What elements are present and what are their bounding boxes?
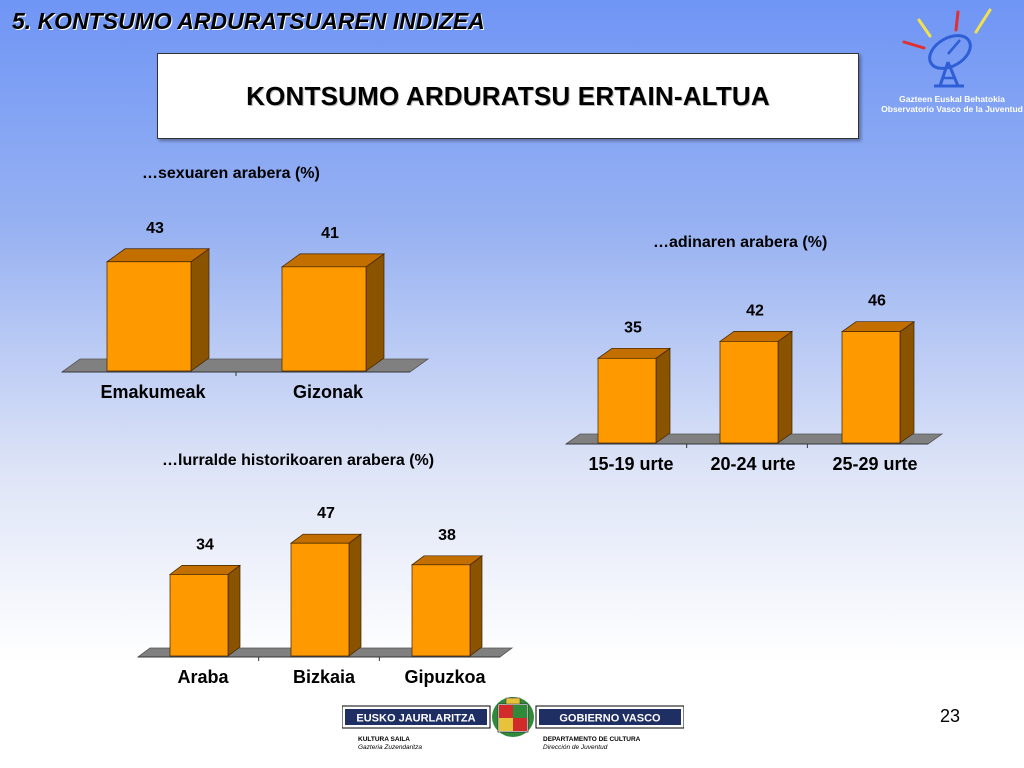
category-label: Bizkaia	[293, 667, 356, 687]
observatory-name-es: Observatorio Vasco de la Juventud	[881, 104, 1023, 114]
chart-by-sex: 43 Emakumeak 41 Gizonak	[60, 220, 430, 402]
bar	[106, 261, 192, 372]
chart2-subtitle: …adinaren arabera (%)	[653, 234, 828, 251]
bar	[281, 266, 367, 372]
bar-top	[410, 555, 484, 566]
data-label: 41	[321, 225, 339, 242]
data-label: 35	[624, 319, 642, 336]
chart-by-territory: 34 Araba 47 Bizkaia 38 Gipuzkoa	[136, 505, 514, 687]
bar	[290, 542, 350, 657]
gov-name-eu: EUSKO JAURLARITZA	[356, 713, 475, 725]
chart-by-age: 35 15-19 urte 42 20-24 urte 46 25-29 urte	[564, 293, 944, 474]
bar-side	[899, 320, 915, 444]
bar	[719, 341, 779, 444]
bar-side	[190, 248, 210, 372]
coat-of-arms-icon	[492, 697, 534, 737]
category-label: Emakumeak	[100, 382, 206, 402]
category-label: Gizonak	[293, 382, 364, 402]
gov-name-es: GOBIERNO VASCO	[559, 713, 661, 725]
chart-title: KONTSUMO ARDURATSU ERTAIN-ALTUA	[246, 80, 770, 111]
bar	[597, 357, 657, 444]
bar-side	[655, 347, 671, 444]
bar-top	[105, 248, 211, 263]
gov-dept-es: DEPARTAMENTO DE CULTURA Dirección de Juv…	[543, 736, 640, 752]
gov-dept-eu: KULTURA SAILA Gazteria Zuzendaritza	[358, 736, 422, 752]
bar	[411, 564, 471, 657]
gov-dept-es-sub: Dirección de Juventud	[543, 744, 608, 751]
data-label: 46	[868, 293, 886, 310]
chart1-subtitle: …sexuaren arabera (%)	[142, 165, 320, 182]
observatory-name-eu: Gazteen Euskal Behatokia	[899, 94, 1005, 104]
bar	[169, 574, 229, 657]
bar	[841, 331, 901, 444]
category-label: 25-29 urte	[832, 454, 917, 474]
chart-title-box: KONTSUMO ARDURATSU ERTAIN-ALTUA	[157, 53, 859, 139]
slide-title: 5. KONTSUMO ARDURATSUAREN INDIZEA	[12, 8, 485, 34]
observatory-name: Gazteen Euskal Behatokia Observatorio Va…	[880, 94, 1024, 114]
bar-side	[365, 253, 385, 372]
satellite-dish-icon	[902, 8, 992, 88]
chart3-subtitle: …lurralde historikoaren arabera (%)	[162, 452, 435, 469]
gov-dept-eu-sub: Gazteria Zuzendaritza	[358, 744, 422, 751]
bar-side	[469, 555, 483, 657]
gov-dept-eu-name: KULTURA SAILA	[358, 736, 410, 743]
bar-side	[227, 564, 241, 657]
bar-side	[777, 330, 793, 444]
basque-government-logo: EUSKO JAURLARITZA GOBIERNO VASCO	[342, 697, 684, 737]
data-label: 43	[146, 220, 164, 237]
category-label: 20-24 urte	[710, 454, 795, 474]
observatory-logo	[902, 8, 992, 88]
data-label: 38	[438, 527, 456, 544]
bar-top	[280, 253, 386, 268]
bar-side	[348, 533, 362, 657]
bar-top	[168, 565, 242, 575]
gov-dept-es-name: DEPARTAMENTO DE CULTURA	[543, 736, 641, 743]
category-label: 15-19 urte	[588, 454, 673, 474]
data-label: 47	[317, 505, 335, 522]
data-label: 42	[746, 302, 764, 319]
page-number: 23	[940, 706, 961, 726]
category-label: Araba	[177, 667, 229, 687]
bar-top	[289, 533, 363, 544]
category-label: Gipuzkoa	[404, 667, 486, 687]
data-label: 34	[196, 536, 214, 553]
